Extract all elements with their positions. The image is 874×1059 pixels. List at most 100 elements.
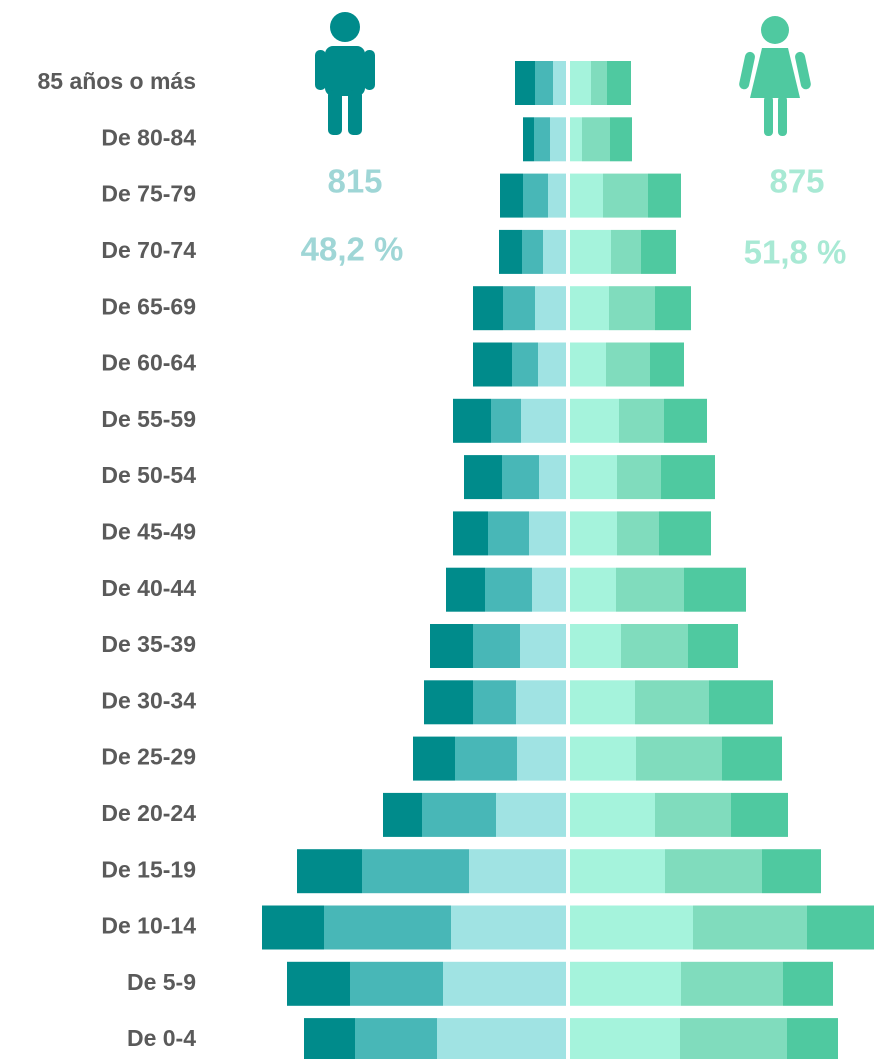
bar-segment bbox=[635, 680, 709, 725]
bar-segment bbox=[570, 286, 609, 331]
category-label: De 35-39 bbox=[101, 631, 196, 657]
bar-segment bbox=[534, 117, 550, 162]
male-icon bbox=[315, 12, 375, 135]
bar-segment bbox=[570, 61, 591, 105]
category-label: De 50-54 bbox=[101, 462, 196, 488]
bar-segment bbox=[661, 455, 715, 500]
bar-segment bbox=[262, 905, 324, 950]
bar-segment bbox=[680, 1018, 787, 1059]
bar-segment bbox=[606, 342, 650, 387]
category-label: De 60-64 bbox=[101, 350, 196, 376]
bar-segment bbox=[570, 961, 681, 1006]
bar-segment bbox=[517, 736, 566, 781]
bar-segment bbox=[515, 61, 535, 105]
female-total: 875 bbox=[769, 163, 824, 200]
bar-segment bbox=[688, 624, 738, 668]
bar-segment bbox=[665, 849, 762, 894]
bar-segment bbox=[499, 229, 522, 274]
category-label: De 15-19 bbox=[101, 856, 196, 882]
bar-segment bbox=[437, 1018, 566, 1059]
bar-segment bbox=[648, 173, 681, 218]
bar-segment bbox=[582, 117, 610, 162]
bar-segment bbox=[453, 398, 491, 443]
category-label: De 55-59 bbox=[101, 406, 196, 432]
bar-segment bbox=[446, 567, 485, 612]
category-label: De 40-44 bbox=[101, 575, 196, 601]
bar-segment bbox=[539, 455, 566, 500]
female-icon bbox=[739, 16, 811, 136]
bar-segment bbox=[502, 455, 539, 500]
bar-segment bbox=[529, 511, 566, 556]
bar-segment bbox=[570, 398, 619, 443]
bar-segment bbox=[570, 792, 655, 837]
bar-segment bbox=[532, 567, 566, 612]
bar-segment bbox=[570, 455, 617, 500]
bar-segment bbox=[722, 736, 782, 781]
bar-segment bbox=[611, 229, 641, 274]
bar-segment bbox=[783, 961, 833, 1006]
bar-segment bbox=[641, 229, 676, 274]
bar-segment bbox=[523, 117, 534, 162]
bar-segment bbox=[473, 624, 520, 668]
bar-segment bbox=[413, 736, 455, 781]
bar-segment bbox=[297, 849, 362, 894]
bar-segment bbox=[807, 905, 874, 950]
category-label: De 10-14 bbox=[101, 913, 196, 939]
bar-segment bbox=[430, 624, 473, 668]
bar-segment bbox=[516, 680, 566, 725]
category-label: De 20-24 bbox=[101, 800, 196, 826]
bar-segment bbox=[455, 736, 517, 781]
bar-segment bbox=[512, 342, 538, 387]
bar-segment bbox=[762, 849, 821, 894]
bar-segment bbox=[451, 905, 566, 950]
bar-segment bbox=[607, 61, 631, 105]
category-label: De 70-74 bbox=[101, 237, 196, 263]
bar-segment bbox=[681, 961, 783, 1006]
bar-segment bbox=[621, 624, 688, 668]
bar-segment bbox=[570, 173, 603, 218]
bar-segment bbox=[500, 173, 523, 218]
bar-segment bbox=[538, 342, 566, 387]
bar-segment bbox=[570, 680, 635, 725]
bar-segment bbox=[521, 398, 566, 443]
bar-segment bbox=[617, 511, 659, 556]
bar-segment bbox=[355, 1018, 437, 1059]
bar-segment bbox=[543, 229, 566, 274]
bar-segment bbox=[488, 511, 529, 556]
bar-segment bbox=[655, 286, 691, 331]
bar-segment bbox=[610, 117, 632, 162]
bar-segment bbox=[550, 117, 566, 162]
bar-segment bbox=[570, 1018, 680, 1059]
bar-segment bbox=[453, 511, 488, 556]
bar-segment bbox=[570, 229, 611, 274]
bar-segment bbox=[287, 961, 350, 1006]
bar-segment bbox=[548, 173, 566, 218]
bar-segment bbox=[570, 905, 693, 950]
bar-segment bbox=[469, 849, 566, 894]
bar-segment bbox=[350, 961, 443, 1006]
bar-segment bbox=[383, 792, 422, 837]
bar-segment bbox=[570, 511, 617, 556]
bar-segment bbox=[693, 905, 807, 950]
category-label: De 30-34 bbox=[101, 687, 196, 713]
category-label: De 65-69 bbox=[101, 293, 196, 319]
bar-segment bbox=[684, 567, 746, 612]
bar-segment bbox=[362, 849, 469, 894]
bar-segment bbox=[636, 736, 722, 781]
bar-segment bbox=[491, 398, 521, 443]
bar-segment bbox=[570, 117, 582, 162]
bar-segment bbox=[650, 342, 684, 387]
category-label: De 25-29 bbox=[101, 744, 196, 770]
bar-segment bbox=[709, 680, 773, 725]
bar-segment bbox=[609, 286, 655, 331]
bar-segment bbox=[520, 624, 566, 668]
bar-segment bbox=[570, 736, 636, 781]
bar-segment bbox=[464, 455, 502, 500]
category-label: De 5-9 bbox=[127, 969, 196, 995]
bar-segment bbox=[553, 61, 566, 105]
bar-segment bbox=[787, 1018, 838, 1059]
bar-segment bbox=[304, 1018, 355, 1059]
male-share: 48,2 % bbox=[301, 231, 404, 268]
bar-segment bbox=[731, 792, 788, 837]
